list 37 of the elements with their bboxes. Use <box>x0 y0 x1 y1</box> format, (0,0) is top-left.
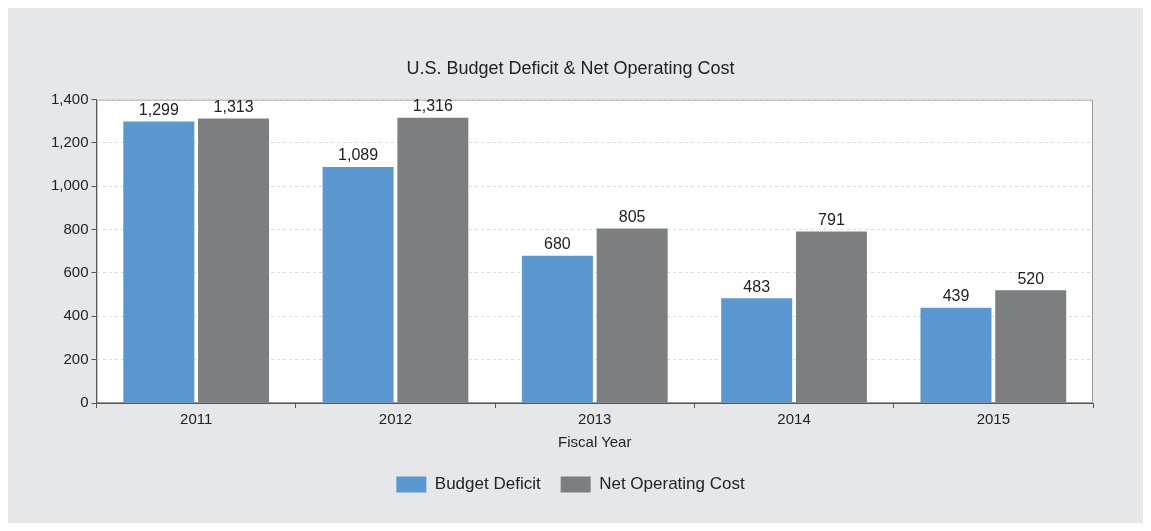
y-tick-label: 0 <box>80 393 89 411</box>
legend-label: Budget Deficit <box>434 474 541 494</box>
data-label: 520 <box>1017 269 1045 287</box>
data-label: 1,089 <box>338 146 379 164</box>
x-tick-label: 2014 <box>777 410 811 428</box>
x-axis-title: Fiscal Year <box>558 433 632 451</box>
data-label: 791 <box>818 210 845 228</box>
chart-title: U.S. Budget Deficit & Net Operating Cost <box>406 57 735 78</box>
y-tick-label: 400 <box>63 306 89 324</box>
bar <box>198 118 270 403</box>
bar <box>521 255 593 403</box>
data-label: 439 <box>942 287 970 305</box>
y-tick-label: 1,000 <box>50 176 89 194</box>
bar <box>721 298 793 403</box>
bar <box>123 121 195 403</box>
data-label: 680 <box>544 235 571 253</box>
bar <box>995 290 1067 403</box>
y-tick-label: 800 <box>63 219 89 237</box>
y-tick-label: 200 <box>63 349 89 367</box>
bar <box>920 307 992 403</box>
bar <box>596 228 668 403</box>
data-label: 1,299 <box>138 100 179 118</box>
x-tick-label: 2012 <box>378 410 413 428</box>
x-tick-label: 2015 <box>976 410 1011 428</box>
x-tick-label: 2011 <box>180 410 213 428</box>
bar <box>397 117 469 403</box>
y-tick-label: 1,400 <box>50 89 89 107</box>
data-label: 1,316 <box>412 97 453 115</box>
data-label: 1,313 <box>213 97 254 115</box>
legend-label: Net Operating Cost <box>599 474 745 494</box>
y-tick-label: 1,200 <box>50 133 89 151</box>
bar <box>795 231 867 403</box>
y-tick-label: 600 <box>63 263 89 281</box>
data-label: 483 <box>743 277 771 295</box>
data-label: 805 <box>618 207 646 225</box>
bar <box>322 167 394 403</box>
x-tick-label: 2013 <box>578 410 612 428</box>
